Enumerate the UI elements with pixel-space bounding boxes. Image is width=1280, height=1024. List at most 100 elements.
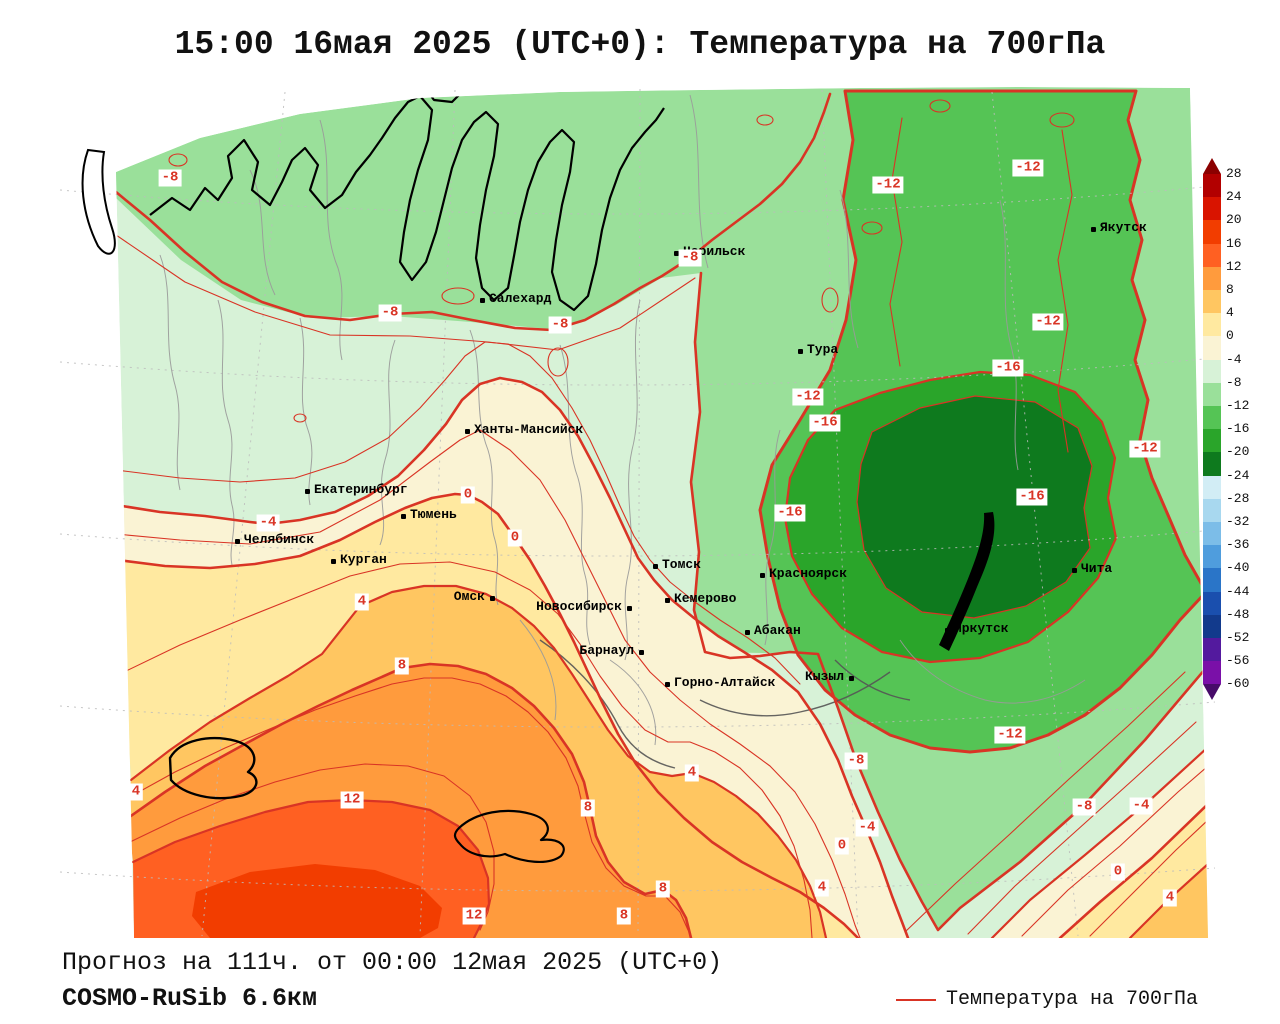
colorbar-cell bbox=[1203, 545, 1221, 569]
admin-line bbox=[299, 317, 313, 506]
contour-minus8 bbox=[689, 271, 1208, 932]
colorbar-cell bbox=[1203, 336, 1221, 360]
contour-value-label: -8 bbox=[844, 752, 868, 770]
contour-value-label: -12 bbox=[1032, 313, 1064, 331]
region-minus20 bbox=[856, 395, 1093, 619]
model-name-line: COSMO-RuSib 6.6км bbox=[62, 984, 318, 1013]
colorbar-cell bbox=[1203, 522, 1221, 546]
city-label: Тура bbox=[807, 342, 839, 357]
se-band-pale bbox=[938, 668, 1207, 938]
city-label: Горно-Алтайск bbox=[674, 675, 776, 690]
admin-line bbox=[899, 639, 1086, 704]
colorbar-tick-label: -8 bbox=[1226, 374, 1242, 390]
city-marker bbox=[653, 564, 658, 569]
graticule bbox=[59, 88, 1216, 937]
admin-line bbox=[469, 329, 499, 606]
city-label: Ханты-Мансийск bbox=[474, 422, 584, 437]
contour-value-label: -8 bbox=[158, 169, 182, 187]
city-marker bbox=[1072, 568, 1077, 573]
colorbar-cell bbox=[1203, 220, 1221, 244]
city-label: Томск bbox=[662, 557, 702, 572]
contour-value-label: 0 bbox=[834, 837, 850, 855]
city-marker bbox=[849, 676, 854, 681]
city-marker bbox=[490, 596, 495, 601]
temperature-field bbox=[116, 87, 1208, 938]
contour-value-label: -4 bbox=[256, 514, 280, 532]
contour-se-zero bbox=[1058, 802, 1208, 938]
admin-line bbox=[159, 254, 181, 491]
admin-line bbox=[379, 339, 396, 546]
colorbar-tick-label: -40 bbox=[1226, 560, 1250, 576]
sw-band-red-core bbox=[192, 864, 442, 938]
contour-value-label: -8 bbox=[678, 249, 702, 267]
sw-band-orange-light bbox=[128, 586, 826, 938]
contour-value-label: 0 bbox=[507, 529, 523, 547]
colorbar-cell bbox=[1203, 359, 1221, 383]
city-marker bbox=[745, 630, 750, 635]
colorbar-top-arrow bbox=[1203, 158, 1221, 174]
lake-south-central bbox=[453, 809, 565, 863]
colorbar-cell bbox=[1203, 429, 1221, 453]
se-band-yellow bbox=[1060, 804, 1208, 938]
colorbar-cell bbox=[1203, 382, 1221, 406]
contour-minor bbox=[889, 117, 903, 367]
contour-lines bbox=[116, 92, 1208, 938]
contour-value-label: -16 bbox=[1016, 488, 1048, 506]
meridian-line bbox=[991, 91, 1079, 937]
city-marker bbox=[760, 573, 765, 578]
contour-minus8 bbox=[116, 92, 832, 332]
contour-minor-loop bbox=[821, 287, 839, 313]
colorbar-cell bbox=[1203, 498, 1221, 522]
contour-minor bbox=[1021, 765, 1208, 937]
city-marker bbox=[798, 349, 803, 354]
contour-value-label: -8 bbox=[1072, 798, 1096, 816]
city-label: Барнаул bbox=[579, 643, 634, 658]
contour-minor bbox=[127, 677, 689, 931]
contour-plus4 bbox=[129, 584, 828, 938]
colorbar-cell bbox=[1203, 614, 1221, 638]
contour-minor-loop bbox=[861, 221, 883, 235]
contour-value-label: -16 bbox=[774, 504, 806, 522]
city-marker bbox=[465, 429, 470, 434]
contour-minor-loop bbox=[929, 99, 951, 113]
contour-value-label: 4 bbox=[128, 783, 144, 801]
city-marker bbox=[401, 514, 406, 519]
contour-minor bbox=[1057, 129, 1073, 453]
contour-minor-loop bbox=[756, 114, 774, 126]
colorbar-tick-label: -32 bbox=[1226, 514, 1250, 529]
offshore-islands bbox=[81, 148, 116, 255]
colorbar-cell bbox=[1203, 568, 1221, 592]
colorbar-tick-label: -4 bbox=[1226, 351, 1242, 367]
admin-line bbox=[319, 119, 343, 361]
contour-value-label: -8 bbox=[378, 304, 402, 322]
contour-minor-loop bbox=[547, 347, 569, 377]
colorbar-tick-label: 4 bbox=[1226, 305, 1234, 321]
city-label: Чита bbox=[1081, 561, 1113, 576]
state-border-line bbox=[834, 659, 911, 701]
contour-minor bbox=[967, 721, 1197, 935]
city-marker bbox=[305, 489, 310, 494]
colorbar-tick-label: -12 bbox=[1226, 398, 1250, 413]
colorbar-cell bbox=[1203, 406, 1221, 430]
legend-contour-line-sample bbox=[895, 998, 936, 1001]
contour-value-label: 12 bbox=[462, 907, 486, 925]
colorbar-cell bbox=[1203, 638, 1221, 662]
contour-value-label: 0 bbox=[460, 486, 476, 504]
colorbar-tick-label: -44 bbox=[1226, 583, 1250, 599]
meridian-line bbox=[637, 88, 641, 937]
city-label: Омск bbox=[453, 589, 485, 604]
colorbar-tick-label: -56 bbox=[1226, 653, 1250, 669]
contour-minor bbox=[116, 234, 696, 351]
contour-value-label: 12 bbox=[340, 791, 364, 809]
city-marker bbox=[945, 628, 950, 633]
contour-minor bbox=[1089, 819, 1208, 937]
lake-southwest bbox=[168, 737, 258, 800]
colorbar-bottom-arrow bbox=[1203, 684, 1221, 701]
colorbar-tick-label: 16 bbox=[1226, 235, 1242, 251]
contour-minor bbox=[123, 561, 813, 938]
contour-minor-loop bbox=[168, 153, 188, 167]
colorbar-tick-label: -48 bbox=[1226, 606, 1250, 622]
colorbar-tick-label: 8 bbox=[1226, 282, 1234, 297]
state-border-line bbox=[699, 671, 891, 717]
contour-value-label: 4 bbox=[814, 879, 830, 897]
